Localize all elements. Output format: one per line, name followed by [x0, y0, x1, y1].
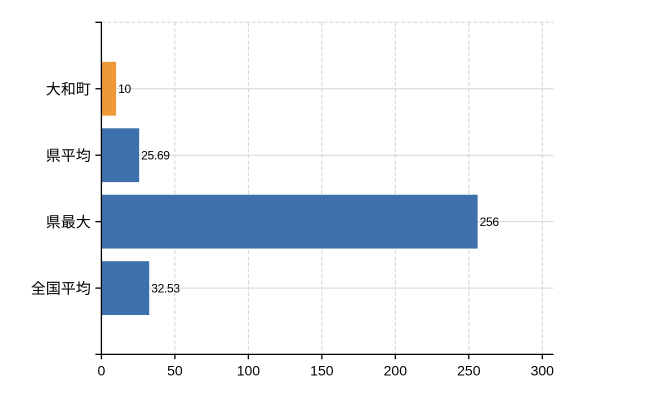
svg-text:25.69: 25.69: [141, 149, 170, 163]
svg-text:32.53: 32.53: [151, 282, 180, 296]
svg-text:0: 0: [98, 363, 106, 379]
svg-text:250: 250: [457, 363, 481, 379]
svg-text:150: 150: [310, 363, 334, 379]
svg-text:256: 256: [480, 215, 500, 229]
svg-text:300: 300: [531, 363, 555, 379]
svg-text:50: 50: [167, 363, 183, 379]
svg-text:10: 10: [118, 82, 131, 96]
svg-text:100: 100: [237, 363, 261, 379]
svg-text:200: 200: [384, 363, 408, 379]
